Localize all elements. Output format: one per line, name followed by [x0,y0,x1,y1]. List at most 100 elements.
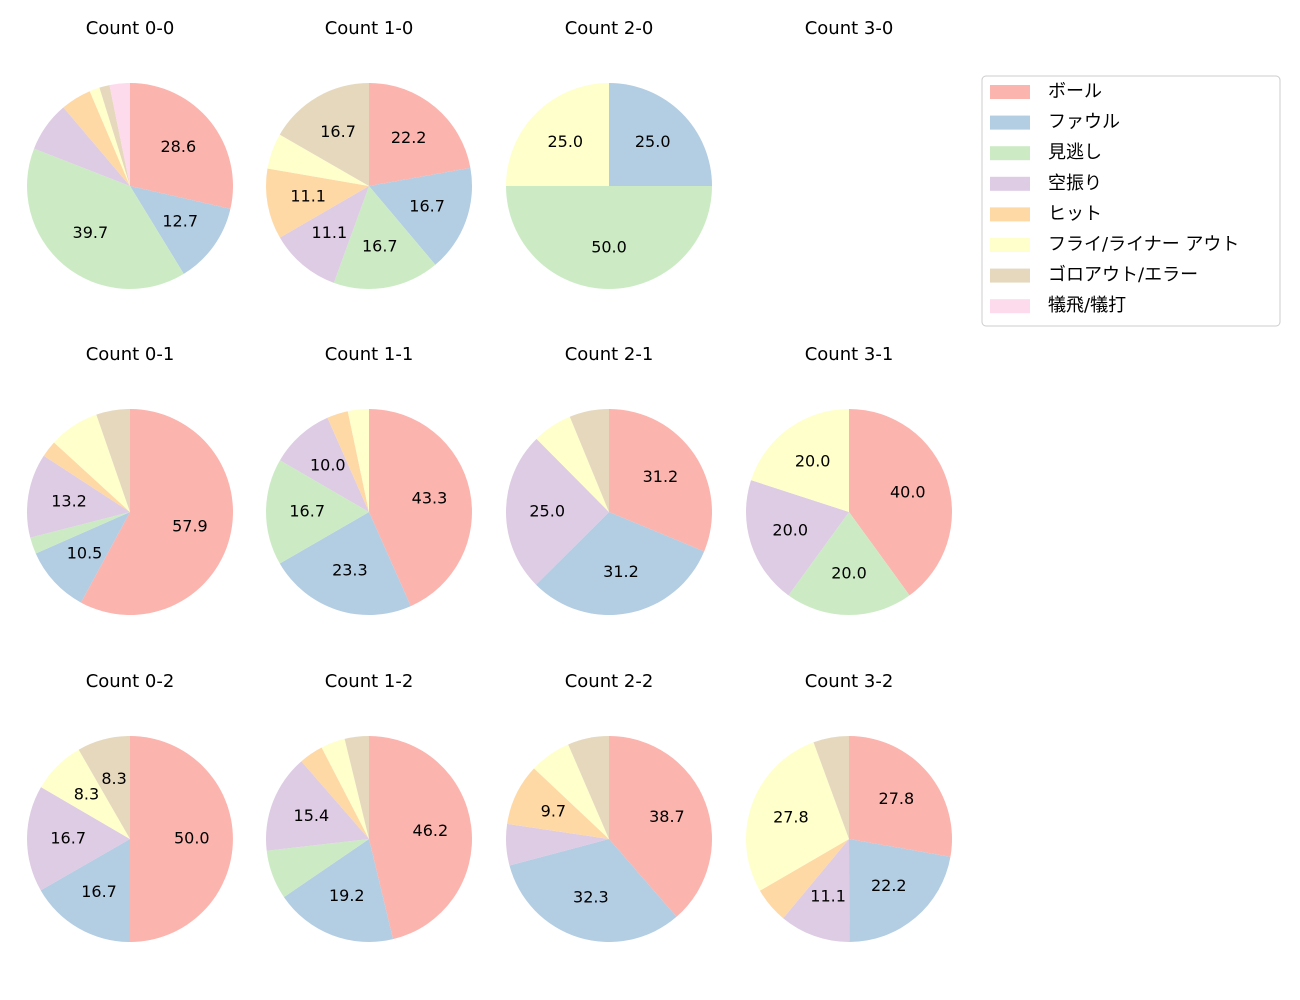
pie-slice [506,186,712,289]
legend-label: 空振り [1048,173,1102,194]
value-label: 50.0 [174,829,210,848]
value-label: 25.0 [547,132,583,151]
value-label: 9.7 [541,802,566,821]
value-label: 31.2 [603,562,639,581]
value-label: 27.8 [773,807,809,826]
pie-slice [344,736,369,839]
pie-slice [813,736,849,839]
pie-slice [130,186,231,274]
pie-slice [41,749,131,839]
legend-label: ヒット [1048,203,1102,224]
pie-slice [849,839,951,942]
pie-slice [507,768,609,839]
chart-title: Count 1-2 [325,671,414,692]
pie-slice [759,839,849,919]
legend-swatch [990,115,1030,130]
chart-title: Count 3-1 [805,344,894,365]
chart-title: Count 0-1 [86,344,175,365]
pie-slice [369,167,472,265]
value-label: 20.0 [795,452,831,471]
pie-slice [27,787,130,891]
pie-slice [279,417,369,512]
chart-title: Count 1-0 [325,18,414,39]
legend-swatch [990,268,1030,283]
value-label: 15.4 [294,806,330,825]
pie-slice [609,409,712,552]
pie-slice [130,736,233,942]
pie-slice [279,512,411,615]
pie-slice [505,438,609,585]
value-label: 25.0 [635,132,671,151]
legend-label: 見逃し [1048,142,1102,163]
pie-slice [80,409,234,615]
pie-slice [746,480,849,596]
value-label: 22.2 [871,876,907,895]
value-label: 16.7 [50,828,86,847]
value-label: 28.6 [161,137,197,156]
value-label: 27.8 [879,789,915,808]
pie-slice [327,411,369,512]
value-label: 11.1 [810,887,846,906]
pie-slice [30,512,131,554]
value-label: 10.0 [310,455,346,474]
value-label: 16.7 [362,236,398,255]
pie-slice [321,738,369,839]
value-label: 22.2 [391,128,427,147]
pie-slice [89,87,130,186]
value-label: 8.3 [101,769,126,788]
value-label: 16.7 [81,882,117,901]
pie-slice [78,736,130,839]
pie-slice [568,736,609,839]
pie-slice [130,83,234,209]
pie-slice [266,460,369,564]
pie-slice [369,736,472,940]
value-label: 32.3 [573,888,609,907]
pie-slice [266,168,369,238]
pie-slice [54,414,130,512]
pie-slice [347,409,369,512]
chart-title: Count 2-2 [565,671,654,692]
chart-title: Count 3-2 [805,671,894,692]
chart-title: Count 0-0 [86,18,175,39]
pie-slice [609,83,712,186]
legend-label: フライ/ライナー アウト [1048,234,1239,255]
value-label: 20.0 [772,521,808,540]
pie-slice [279,83,369,186]
value-label: 38.7 [649,807,685,826]
pie-slice [266,761,369,851]
pie-slice [283,839,394,943]
pie-slice [35,512,130,603]
pie-slice [27,455,130,538]
pie-slice [783,839,850,943]
pie-slice [569,409,609,512]
chart-title: Count 2-1 [565,344,654,365]
value-label: 43.3 [412,489,448,508]
value-label: 50.0 [591,237,627,256]
value-label: 8.3 [74,785,99,804]
value-label: 57.9 [172,517,208,536]
value-label: 16.7 [409,197,445,216]
legend-swatch [990,146,1030,161]
value-label: 16.7 [289,501,325,520]
pie-slice [43,442,130,512]
pie-slice [369,409,473,607]
pie-slice [34,107,130,186]
pie-slice [99,85,130,186]
legend-label: ファウル [1048,112,1120,133]
value-label: 25.0 [529,501,565,520]
pie-slice [333,186,436,290]
legend-label: ボール [1048,81,1102,102]
pie-slice [506,823,609,866]
legend-swatch [990,207,1030,222]
chart-title: Count 2-0 [565,18,654,39]
legend-box [981,75,1281,327]
value-label: 23.3 [332,560,368,579]
chart-title: Count 1-1 [325,344,414,365]
value-label: 13.2 [51,491,87,510]
value-label: 11.1 [312,223,348,242]
value-label: 11.1 [290,186,326,205]
legend-label: ゴロアウト/エラー [1048,265,1198,286]
value-label: 31.2 [643,467,679,486]
